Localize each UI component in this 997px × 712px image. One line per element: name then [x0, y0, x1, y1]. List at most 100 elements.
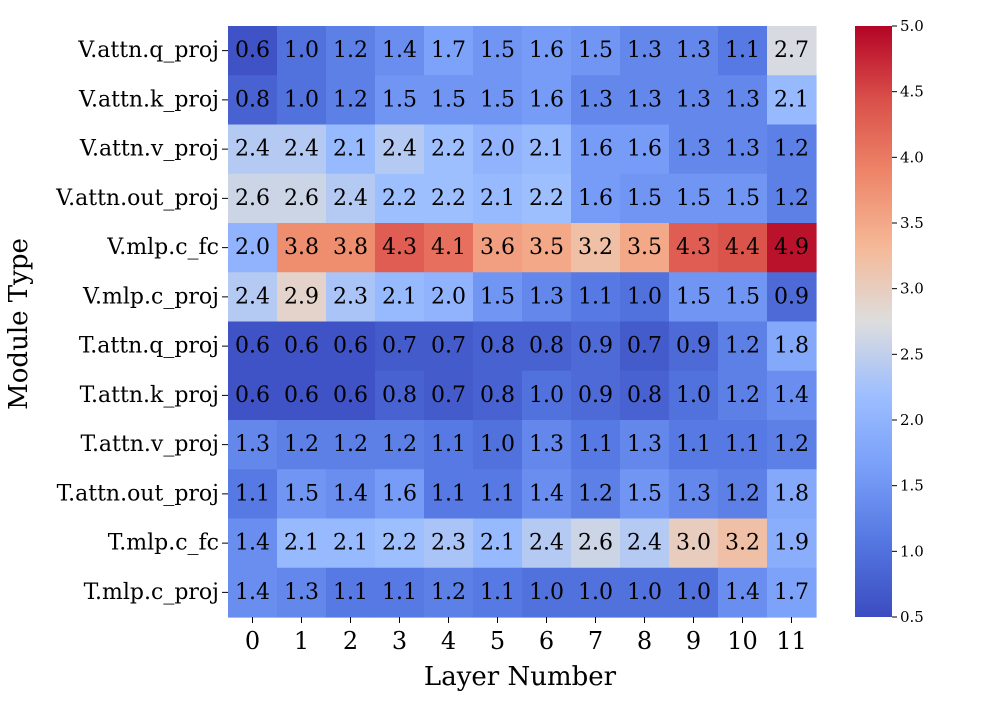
cell-value-label: 2.4	[333, 186, 368, 211]
heatmap-cell	[620, 272, 670, 323]
heatmap-cell	[571, 173, 621, 224]
cell-value-label: 1.2	[431, 580, 466, 605]
heatmap-cell	[620, 321, 670, 372]
heatmap-cell	[718, 173, 768, 224]
cell-value-label: 1.0	[480, 432, 515, 457]
heatmap-cell	[228, 420, 278, 470]
cell-value-label: 1.1	[480, 580, 515, 605]
cell-value-label: 1.4	[333, 481, 368, 506]
cell-value-label: 1.5	[480, 87, 515, 112]
heatmap-cell	[277, 469, 327, 520]
cell-value-label: 1.0	[676, 383, 711, 408]
heatmap-cell	[669, 223, 719, 273]
cell-value-label: 1.3	[725, 87, 760, 112]
cell-value-label: 1.3	[529, 284, 564, 309]
heatmap-cell	[620, 420, 670, 470]
cell-value-label: 1.5	[431, 87, 466, 112]
cell-value-label: 1.3	[627, 432, 662, 457]
colorbar-tick-label: 3.0	[900, 280, 924, 298]
heatmap-cell	[228, 321, 278, 372]
cell-value-label: 2.2	[529, 186, 564, 211]
heatmap-cell	[277, 173, 327, 224]
heatmap-cell	[375, 26, 425, 76]
cell-value-label: 2.4	[235, 284, 270, 309]
heatmap-cell	[424, 518, 474, 569]
heatmap-cell	[669, 26, 719, 76]
y-tick-label: V.attn.out_proj	[55, 186, 219, 211]
cell-value-label: 2.1	[333, 531, 368, 556]
colorbar-tick-label: 2.5	[900, 345, 924, 363]
cell-value-label: 2.0	[235, 235, 270, 260]
y-tick-label: T.attn.q_proj	[79, 334, 219, 359]
cell-value-label: 0.8	[627, 383, 662, 408]
heatmap-cell	[571, 518, 621, 569]
y-axis: V.attn.q_proj V.attn.k_proj V.attn.v_proj V…	[55, 38, 228, 605]
cell-value-label: 2.4	[529, 531, 564, 556]
heatmap-cell	[375, 518, 425, 569]
cell-value-label: 0.7	[431, 383, 466, 408]
x-tick-label: 9	[686, 627, 701, 655]
heatmap-cell	[767, 223, 817, 273]
heatmap-cell	[522, 124, 572, 175]
cell-value-label: 1.5	[480, 38, 515, 63]
heatmap-cell	[669, 173, 719, 224]
cell-value-label: 0.9	[676, 334, 711, 359]
heatmap-cell	[571, 567, 621, 618]
cell-value-label: 1.2	[725, 481, 760, 506]
x-tick-label: 2	[343, 627, 358, 655]
heatmap-cell	[620, 173, 670, 224]
heatmap-cell	[326, 370, 376, 421]
heatmap-cell	[620, 223, 670, 273]
heatmap-cell	[718, 75, 768, 126]
cell-value-label: 2.1	[480, 186, 515, 211]
cell-value-label: 1.3	[676, 481, 711, 506]
cell-value-label: 3.8	[333, 235, 368, 260]
heatmap-cell	[718, 469, 768, 520]
heatmap-cell-labels: 0.6 1.0 1.2 1.4 1.7 1.5 1.6 1.5 1.3 1.3 1.1 2.7 0.8 1…	[235, 38, 809, 605]
y-tick-label: V.mlp.c_proj	[82, 284, 219, 309]
heatmap-cell	[571, 321, 621, 372]
heatmap-cell	[571, 370, 621, 421]
cell-value-label: 0.8	[235, 87, 270, 112]
heatmap-cell	[277, 272, 327, 323]
heatmap-cell	[522, 321, 572, 372]
cell-value-label: 2.4	[627, 531, 662, 556]
heatmap-cell	[718, 26, 768, 76]
heatmap-cell	[277, 420, 327, 470]
cell-value-label: 0.7	[431, 334, 466, 359]
heatmap-cell	[522, 272, 572, 323]
heatmap-cell	[522, 518, 572, 569]
cell-value-label: 1.6	[529, 87, 564, 112]
x-tick-label: 0	[245, 627, 260, 655]
cell-value-label: 1.5	[627, 481, 662, 506]
heatmap-cell	[326, 518, 376, 569]
heatmap-cell	[326, 75, 376, 126]
heatmap-cell	[767, 124, 817, 175]
cell-value-label: 1.5	[627, 186, 662, 211]
heatmap-cell	[718, 124, 768, 175]
heatmap-cell	[473, 469, 523, 520]
cell-value-label: 2.4	[284, 137, 319, 162]
heatmap-cell	[718, 567, 768, 618]
heatmap-cell	[718, 420, 768, 470]
cell-value-label: 0.6	[284, 383, 319, 408]
heatmap-cell	[228, 370, 278, 421]
cell-value-label: 3.0	[676, 531, 711, 556]
cell-value-label: 1.4	[725, 580, 760, 605]
cell-value-label: 1.5	[725, 284, 760, 309]
heatmap-cell	[571, 26, 621, 76]
cell-value-label: 1.3	[235, 432, 270, 457]
cell-value-label: 2.1	[333, 137, 368, 162]
heatmap-cell	[620, 370, 670, 421]
cell-value-label: 1.7	[774, 580, 809, 605]
cell-value-label: 1.3	[627, 38, 662, 63]
cell-value-label: 0.6	[235, 383, 270, 408]
cell-value-label: 1.4	[382, 38, 417, 63]
heatmap-cell	[767, 370, 817, 421]
cell-value-label: 0.6	[284, 334, 319, 359]
heatmap-cell	[228, 75, 278, 126]
heatmap-cell	[228, 272, 278, 323]
heatmap-cell	[473, 26, 523, 76]
cell-value-label: 1.5	[676, 186, 711, 211]
y-tick-label: V.mlp.c_fc	[106, 235, 219, 260]
